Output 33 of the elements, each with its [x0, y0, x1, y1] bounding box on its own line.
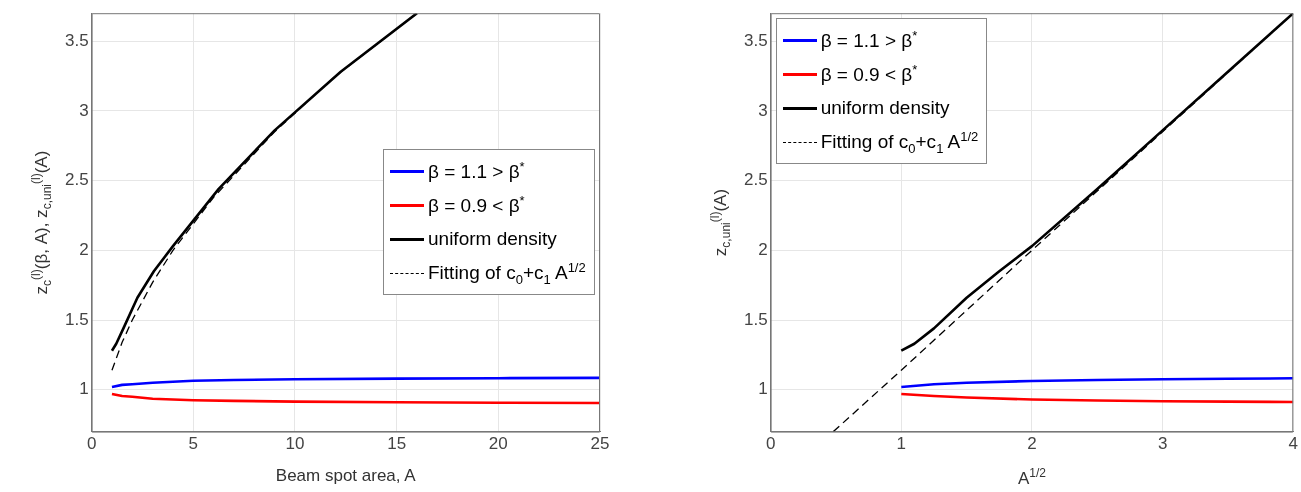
y-tick-label: 3.5: [743, 30, 768, 50]
x-tick-label: 1: [896, 434, 907, 454]
y-tick-label: 2: [758, 239, 768, 259]
x-tick-label: 20: [488, 434, 508, 454]
y-tick-label: 2: [79, 239, 89, 259]
x-axis-title: Beam spot area, A: [275, 465, 416, 486]
y-tick-label: 3.5: [64, 30, 89, 50]
y-tick-label: 2.5: [64, 170, 89, 190]
y-tick-label: 3: [758, 100, 768, 120]
x-tick-label: 0: [765, 434, 776, 454]
legend-label: Fitting of c$_{0}$+c$_{1}$ A$^{1/2}$: [820, 128, 979, 156]
y-tick-label: 1.5: [743, 309, 768, 329]
x-tick-label: 4: [1288, 434, 1299, 454]
y-tick-label: 1: [79, 379, 89, 399]
legend-label: β = 0.9 < β$^{*}$: [428, 193, 525, 218]
y-tick-label: 3: [79, 100, 89, 120]
y-tick-label: 2.5: [743, 170, 768, 190]
x-tick-label: 0: [86, 434, 97, 454]
x-tick-label: 10: [285, 434, 305, 454]
x-tick-label: 3: [1157, 434, 1168, 454]
legend-label: β = 0.9 < β$^{*}$: [820, 62, 918, 87]
legend-label: uniform density: [428, 228, 557, 251]
y-tick-label: 1: [758, 379, 768, 399]
x-tick-label: 2: [1027, 434, 1037, 454]
legend-label: Fitting of c$_{0}$+c$_{1}$ A$^{1/2}$: [428, 259, 586, 287]
x-tick-label: 15: [387, 434, 407, 454]
x-tick-label: 5: [188, 434, 199, 454]
legend-label: β = 1.1 > β$^{*}$: [428, 159, 525, 184]
legend-label: uniform density: [820, 97, 950, 120]
y-tick-label: 1.5: [64, 309, 89, 329]
x-tick-label: 25: [590, 434, 610, 454]
legend-label: β = 1.1 > β$^{*}$: [820, 28, 918, 53]
x-axis-title: A$^{1/2}$: [1017, 465, 1046, 489]
